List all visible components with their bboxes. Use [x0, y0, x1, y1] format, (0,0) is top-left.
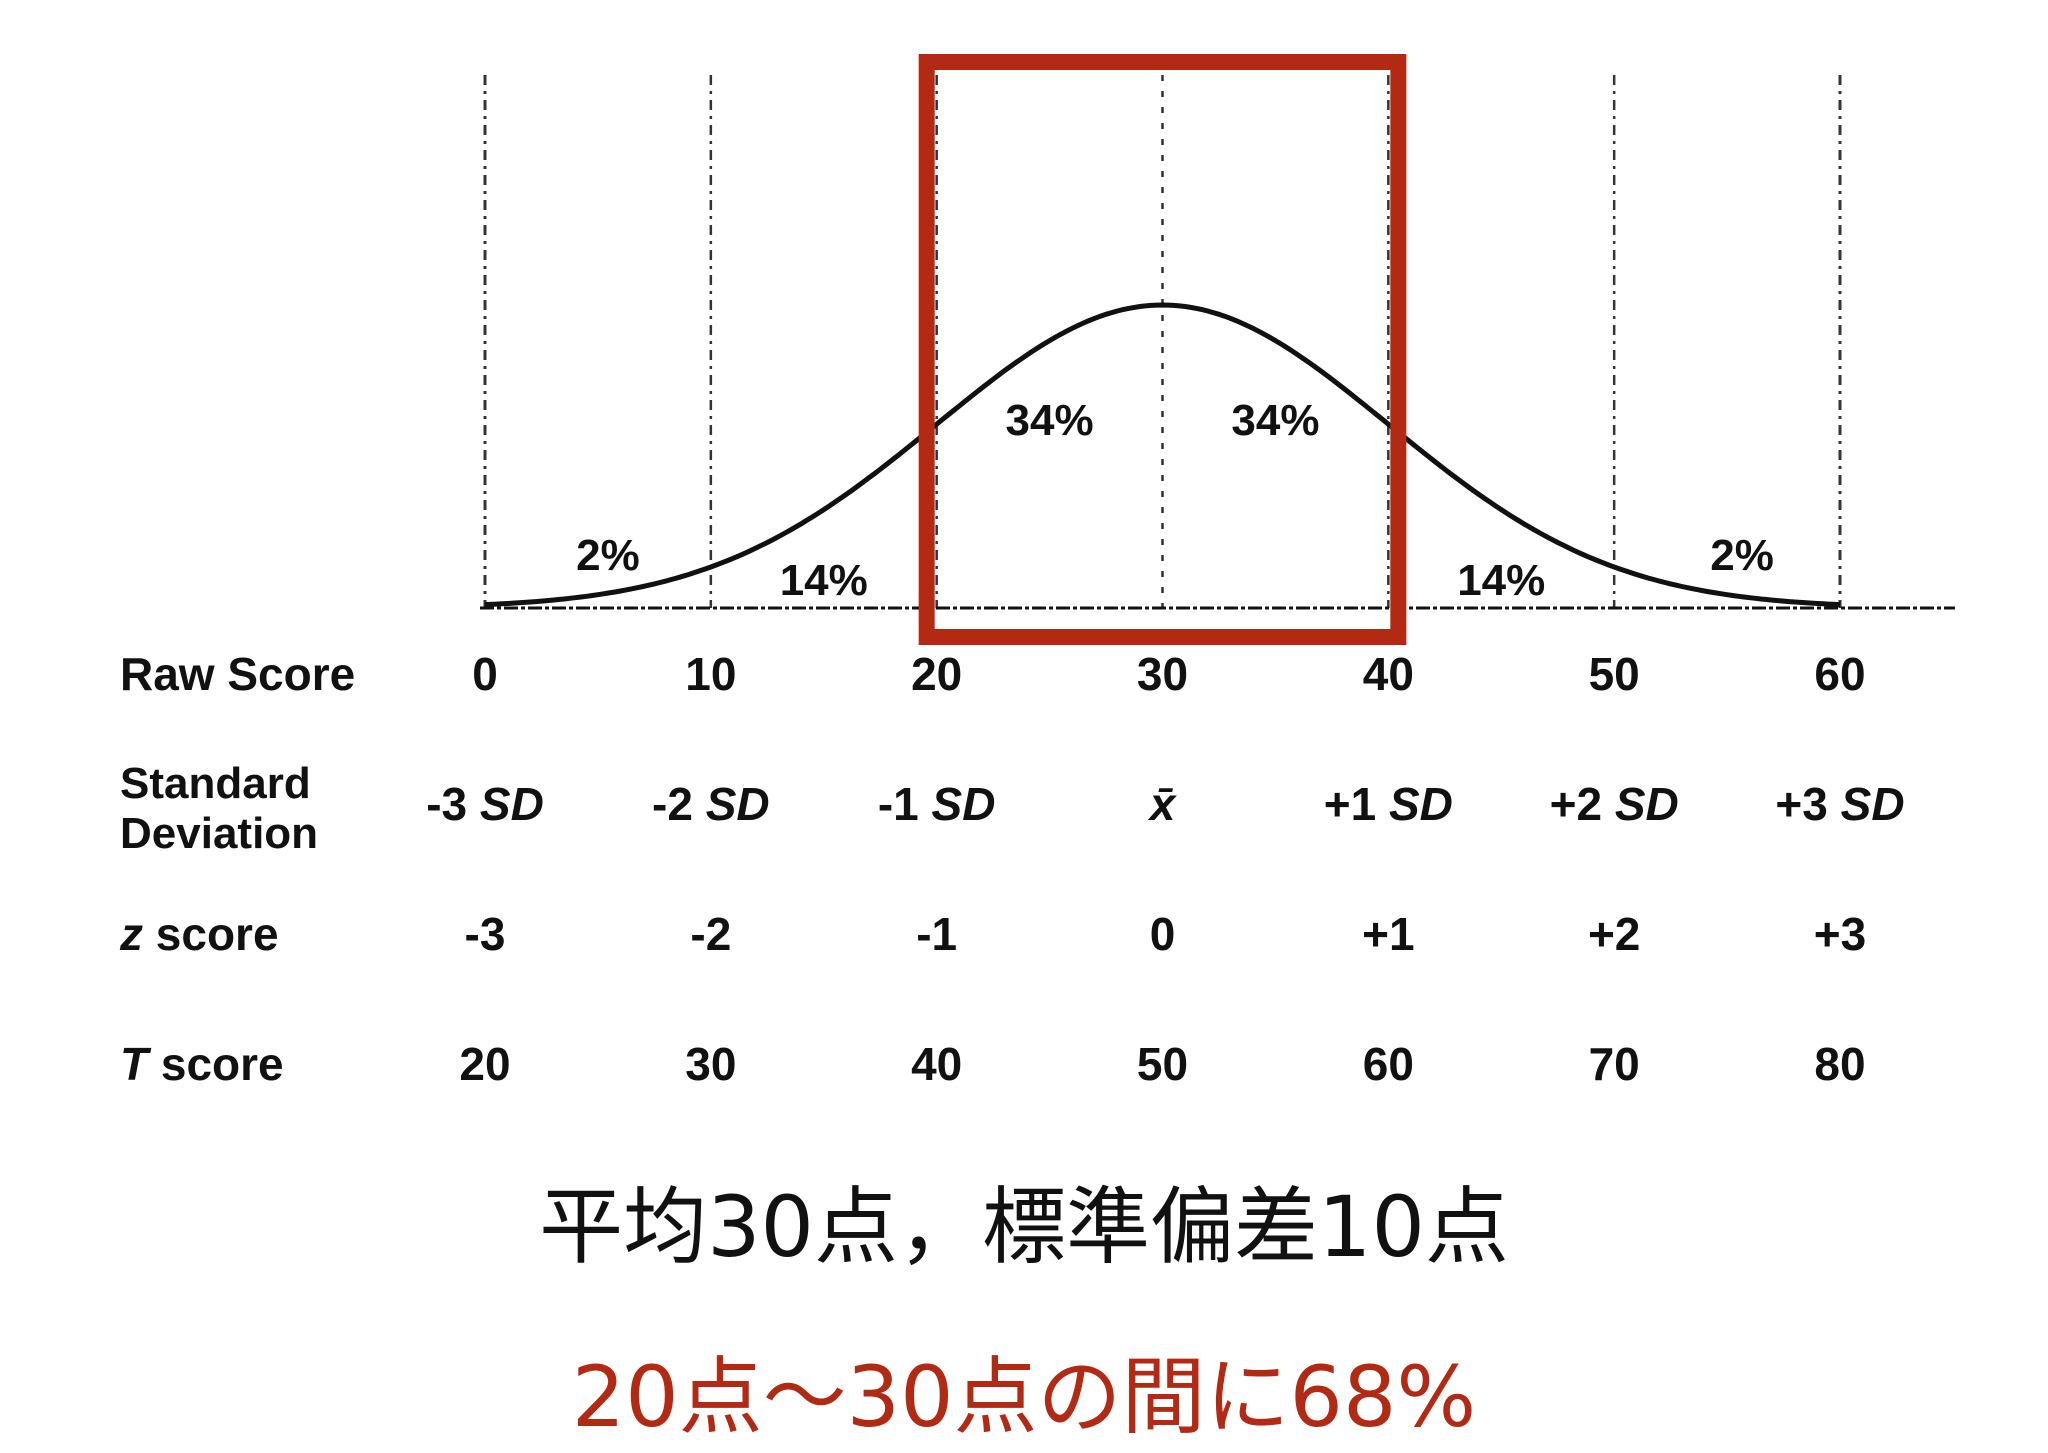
row-3-value-2: 40	[911, 1038, 962, 1090]
area-label-1: 14%	[780, 556, 868, 605]
row-1-value-5: +2 SD	[1550, 778, 1679, 830]
row-label-z-score: z score	[119, 908, 279, 960]
row-3-value-0: 20	[459, 1038, 510, 1090]
row-2-value-2: -1	[916, 908, 957, 960]
row-2-value-1: -2	[690, 908, 731, 960]
row-3-value-6: 80	[1814, 1038, 1865, 1090]
area-label-0: 2%	[576, 531, 640, 580]
row-label-raw-score: Raw Score	[120, 648, 355, 700]
normal-curve	[484, 302, 1841, 608]
row-0-value-2: 20	[911, 648, 962, 700]
row-0-value-4: 40	[1363, 648, 1414, 700]
row-label-deviation: Deviation	[120, 809, 318, 858]
row-1-value-0: -3 SD	[426, 778, 544, 830]
row-label-standard: Standard	[120, 759, 311, 808]
caption-mean-sd: 平均30点，標準偏差10点	[539, 1178, 1509, 1276]
row-1-value-4: +1 SD	[1324, 778, 1453, 830]
row-0-value-5: 50	[1589, 648, 1640, 700]
row-0-value-0: 0	[472, 648, 498, 700]
row-2-value-3: 0	[1150, 908, 1176, 960]
row-0-value-1: 10	[685, 648, 736, 700]
row-1-value-6: +3 SD	[1775, 778, 1904, 830]
row-0-value-6: 60	[1814, 648, 1865, 700]
row-3-value-1: 30	[685, 1038, 736, 1090]
row-3-value-3: 50	[1137, 1038, 1188, 1090]
area-label-4: 14%	[1457, 556, 1545, 605]
area-label-3: 34%	[1231, 396, 1319, 445]
row-1-value-2: -1 SD	[878, 778, 996, 830]
row-1-value-3: x̄	[1147, 778, 1178, 830]
row-2-value-6: +3	[1814, 908, 1866, 960]
row-label-t-score: T score	[120, 1038, 284, 1090]
row-2-value-5: +2	[1588, 908, 1640, 960]
row-3-value-5: 70	[1589, 1038, 1640, 1090]
row-1-value-1: -2 SD	[652, 778, 770, 830]
row-2-value-0: -3	[465, 908, 506, 960]
area-label-5: 2%	[1710, 531, 1774, 580]
row-2-value-4: +1	[1362, 908, 1414, 960]
row-3-value-4: 60	[1363, 1038, 1414, 1090]
area-label-2: 34%	[1006, 396, 1094, 445]
caption-highlight-range: 20点〜30点の間に68%	[571, 1348, 1477, 1446]
row-0-value-3: 30	[1137, 648, 1188, 700]
highlight-box	[918, 54, 1407, 645]
